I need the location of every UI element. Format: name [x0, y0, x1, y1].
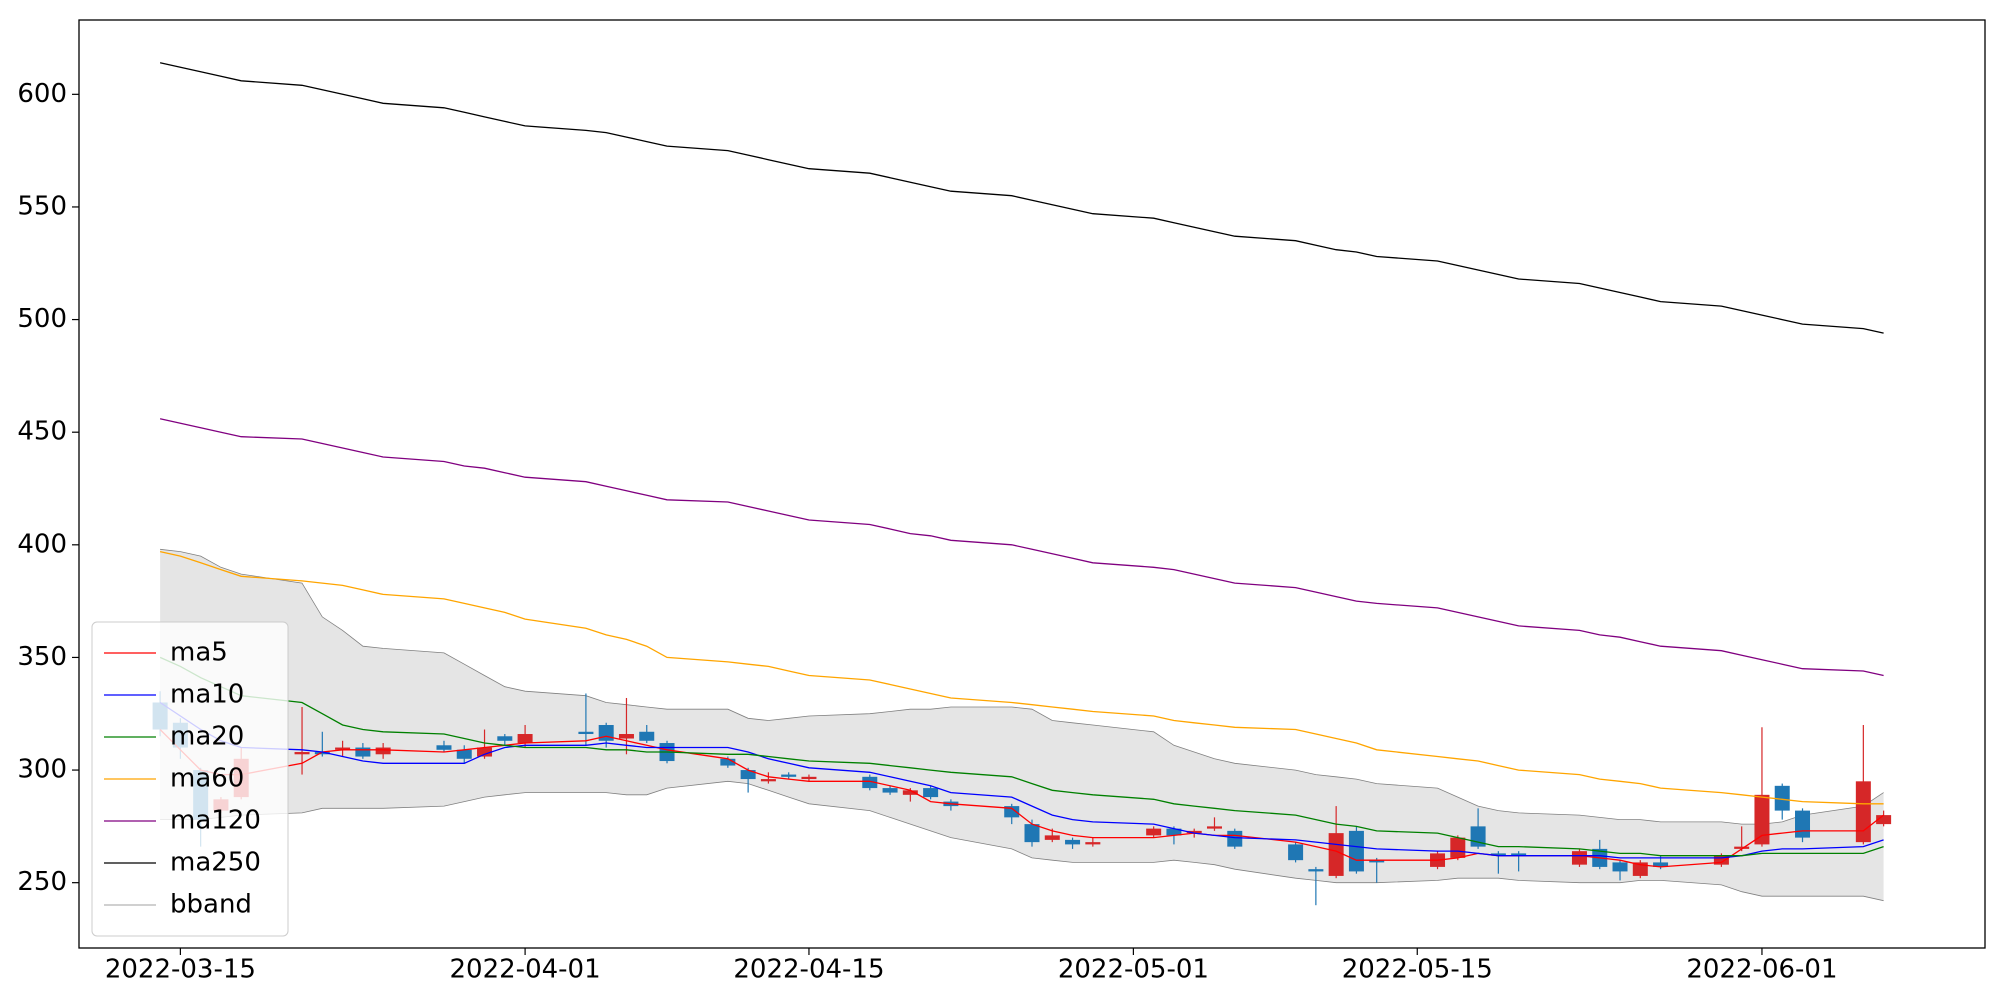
y-tick-label: 600	[17, 79, 67, 109]
candle-body	[1146, 828, 1162, 836]
axes-frame	[78, 19, 1986, 949]
candle-body	[294, 752, 310, 755]
candle-body	[1713, 855, 1729, 865]
legend-label: bband	[170, 890, 252, 920]
legend-label: ma10	[170, 680, 244, 710]
x-tick-label: 2022-05-01	[1058, 955, 1209, 985]
candle-body	[760, 779, 776, 782]
band-lower	[160, 780, 1884, 902]
candle-body	[1450, 837, 1466, 858]
candle-body	[618, 734, 634, 739]
x-tick-label: 2022-03-15	[105, 955, 256, 985]
candle-body	[1653, 862, 1669, 867]
ma-line	[159, 418, 1884, 677]
legend-label: ma20	[170, 722, 244, 752]
candle-body	[1085, 842, 1101, 845]
candle-body	[1795, 810, 1811, 838]
candle-body	[1612, 862, 1628, 872]
band-fill	[160, 549, 1884, 901]
candle-body	[781, 774, 797, 777]
band-upper	[160, 548, 1884, 825]
x-tick-label: 2022-05-15	[1342, 955, 1493, 985]
candle-body	[1754, 794, 1770, 845]
candle-body	[375, 747, 391, 755]
candle-body	[497, 736, 513, 741]
candle-body	[456, 749, 472, 759]
candle-body	[1186, 830, 1202, 834]
candle-body	[1369, 860, 1385, 863]
candle-body	[1206, 826, 1222, 829]
candle-body	[902, 790, 918, 795]
ma-line	[159, 656, 1884, 857]
candle-body	[517, 734, 533, 744]
candle-body	[1855, 781, 1871, 843]
legend: ma5 ma10 ma20 ma60 ma120 ma250 bband	[91, 621, 289, 937]
candle-body	[1774, 785, 1790, 811]
candle-body	[1328, 833, 1344, 876]
legend-label: ma250	[170, 848, 261, 878]
candle-body	[639, 731, 655, 741]
legend-label: ma60	[170, 764, 244, 794]
candle-body	[882, 788, 898, 793]
ma-line	[159, 729, 1884, 868]
legend-box	[91, 621, 289, 937]
candle-body	[598, 725, 614, 741]
candle-body	[740, 770, 756, 780]
ma-line	[159, 701, 1884, 859]
candle-body	[1734, 846, 1750, 849]
candle-body	[1065, 839, 1081, 845]
candle-body	[1308, 869, 1324, 872]
y-tick-label: 250	[17, 867, 67, 897]
x-tick-label: 2022-04-15	[733, 955, 884, 985]
y-tick-label: 400	[17, 529, 67, 559]
candle-body	[1632, 862, 1648, 876]
y-tick-label: 550	[17, 191, 67, 221]
candle-body	[436, 745, 452, 750]
y-tick-label: 350	[17, 642, 67, 672]
candle-body	[862, 776, 878, 789]
candle-body	[1288, 844, 1304, 861]
candle-body	[1348, 830, 1364, 872]
candle-body	[335, 747, 351, 750]
candle-body	[1227, 830, 1243, 847]
x-tick-label: 2022-06-01	[1686, 955, 1837, 985]
candle-body	[1024, 824, 1040, 843]
candle-body	[355, 747, 371, 757]
candle-body	[314, 752, 330, 755]
candle-body	[923, 788, 939, 798]
y-tick-label: 450	[17, 417, 67, 447]
candle-body	[720, 758, 736, 766]
candle-body	[1166, 828, 1182, 836]
candle-body	[1511, 853, 1527, 856]
candle-body	[1490, 853, 1506, 856]
candle-body	[1044, 835, 1060, 840]
legend-label: ma120	[170, 806, 261, 836]
candle-body	[1876, 815, 1892, 825]
candle-body	[1004, 806, 1020, 818]
candle-body	[477, 747, 493, 757]
ma-line	[159, 62, 1884, 334]
candle-body	[1571, 851, 1587, 865]
y-tick-label: 300	[17, 755, 67, 785]
candle-body	[578, 731, 594, 735]
x-tick-label: 2022-04-01	[450, 955, 601, 985]
y-tick-label: 500	[17, 304, 67, 334]
candle-body	[801, 776, 817, 780]
ma-line	[159, 550, 1884, 805]
legend-label: ma5	[170, 638, 228, 668]
